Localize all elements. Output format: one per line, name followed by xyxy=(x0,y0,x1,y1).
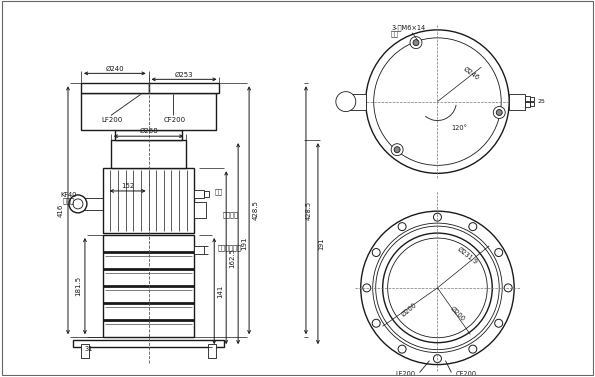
Text: 416: 416 xyxy=(58,204,64,217)
Text: 120°: 120° xyxy=(452,124,467,130)
Circle shape xyxy=(493,107,505,118)
Bar xyxy=(73,340,224,347)
Bar xyxy=(195,202,206,218)
Text: KF40: KF40 xyxy=(61,192,77,198)
Text: 152: 152 xyxy=(121,183,134,189)
Bar xyxy=(348,93,366,110)
Circle shape xyxy=(504,284,512,292)
Bar xyxy=(525,96,530,101)
Text: 底面: 底面 xyxy=(391,31,399,37)
Text: 428.5: 428.5 xyxy=(306,201,312,220)
Circle shape xyxy=(434,213,441,221)
Text: 162.5: 162.5 xyxy=(229,248,235,268)
Bar xyxy=(525,102,530,107)
Text: 141: 141 xyxy=(217,284,223,298)
Text: LF200: LF200 xyxy=(396,371,415,377)
Text: Ø240: Ø240 xyxy=(105,65,124,71)
Bar xyxy=(204,191,209,197)
Bar xyxy=(509,93,525,110)
Text: CF200: CF200 xyxy=(455,371,477,377)
Bar xyxy=(103,168,195,233)
Circle shape xyxy=(363,284,371,292)
Bar xyxy=(149,83,220,93)
Text: 排气口: 排气口 xyxy=(63,198,75,204)
Bar xyxy=(208,344,216,358)
Bar xyxy=(115,130,182,140)
Circle shape xyxy=(410,37,422,49)
Text: CF200: CF200 xyxy=(164,117,186,123)
Circle shape xyxy=(374,38,501,166)
Circle shape xyxy=(494,248,503,256)
Text: 428.5: 428.5 xyxy=(253,200,259,220)
Text: Ø268: Ø268 xyxy=(139,128,158,134)
Text: Ø246: Ø246 xyxy=(462,66,480,81)
Circle shape xyxy=(383,233,492,343)
Circle shape xyxy=(366,30,509,173)
Bar xyxy=(530,97,534,101)
Text: Ø253: Ø253 xyxy=(175,71,193,77)
Bar xyxy=(103,235,195,337)
Circle shape xyxy=(336,92,356,112)
Text: 25: 25 xyxy=(537,99,545,104)
Circle shape xyxy=(494,319,503,327)
Text: 风扇电源接口: 风扇电源接口 xyxy=(217,245,241,251)
Bar xyxy=(81,93,216,130)
Circle shape xyxy=(469,223,477,231)
Text: 水嘴: 水嘴 xyxy=(214,188,222,195)
Text: 191: 191 xyxy=(241,237,247,250)
Text: 191: 191 xyxy=(318,238,324,250)
Circle shape xyxy=(413,40,419,46)
Circle shape xyxy=(372,319,380,327)
Circle shape xyxy=(394,147,400,153)
Circle shape xyxy=(469,345,477,353)
Circle shape xyxy=(372,248,380,256)
Text: LF200: LF200 xyxy=(101,117,122,123)
Text: 181.5: 181.5 xyxy=(75,276,81,296)
Circle shape xyxy=(372,223,502,352)
Bar xyxy=(195,246,204,254)
Circle shape xyxy=(375,226,499,349)
Circle shape xyxy=(398,223,406,231)
Text: 3-孔M6×14: 3-孔M6×14 xyxy=(391,25,425,31)
Text: Ø200: Ø200 xyxy=(449,305,466,322)
Circle shape xyxy=(388,238,487,338)
Bar xyxy=(81,344,89,358)
Bar xyxy=(530,102,534,106)
Text: Ø200: Ø200 xyxy=(401,302,418,318)
Circle shape xyxy=(430,93,446,110)
Circle shape xyxy=(69,195,87,213)
Bar xyxy=(111,140,186,168)
Text: Ø231.9: Ø231.9 xyxy=(456,246,478,266)
Circle shape xyxy=(73,199,83,209)
Bar xyxy=(195,190,204,198)
Circle shape xyxy=(496,109,502,115)
Circle shape xyxy=(361,211,514,365)
Circle shape xyxy=(434,355,441,363)
Circle shape xyxy=(391,144,403,156)
Circle shape xyxy=(398,345,406,353)
Text: 电源接口: 电源接口 xyxy=(222,211,238,218)
Text: 31: 31 xyxy=(84,346,93,352)
Bar xyxy=(81,83,149,93)
